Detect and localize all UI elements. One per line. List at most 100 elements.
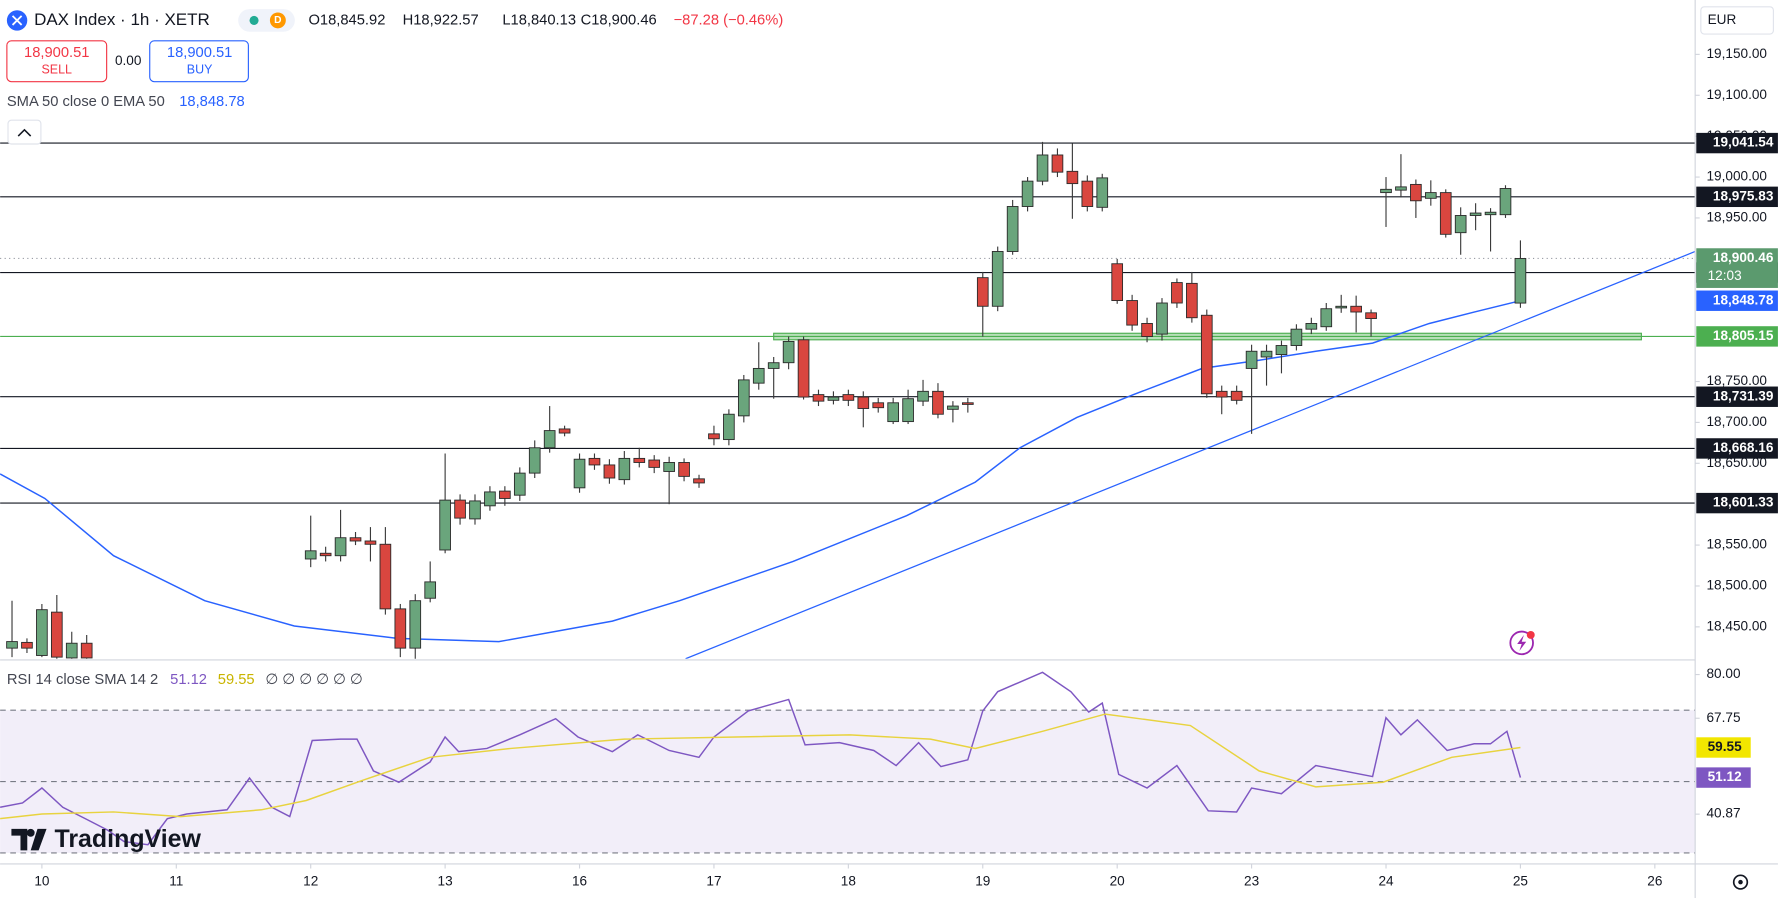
symbol-title[interactable]: DAX Index · 1h · XETR: [34, 10, 210, 29]
candle-body: [588, 457, 601, 466]
x-tick-label: 17: [706, 874, 721, 889]
indicator-legend[interactable]: SMA 50 close 0 EMA 50: [7, 94, 165, 110]
candle-body: [693, 478, 705, 484]
candle-body: [80, 642, 93, 659]
candle-body: [812, 394, 825, 402]
candle-body: [737, 379, 750, 417]
candle-body: [1156, 302, 1168, 335]
price-label: 18,805.15: [1713, 328, 1774, 343]
candle-body: [558, 428, 571, 434]
settings-icon[interactable]: [1732, 874, 1749, 890]
axes: 18,450.0018,500.0018,550.0018,650.0018,7…: [34, 46, 1778, 889]
x-tick-label: 11: [169, 874, 183, 889]
candle-body: [1335, 305, 1348, 309]
badge: D: [274, 15, 281, 26]
x-tick-label: 12: [303, 874, 318, 889]
candle-body: [469, 500, 481, 520]
price-label-box: [1696, 290, 1778, 311]
candle-body: [454, 499, 466, 519]
rsi-value-label: 51.12: [1708, 769, 1742, 784]
last-price-box: [1696, 248, 1778, 288]
currency-box[interactable]: [1700, 6, 1774, 35]
candle-body: [1036, 154, 1049, 182]
rsi-legend-value: 51.12: [170, 672, 207, 688]
candle-body: [1484, 211, 1497, 216]
price-label-box: [1696, 386, 1778, 407]
candle-body: [887, 402, 899, 423]
candle-body: [50, 611, 63, 658]
candle-body: [1290, 328, 1303, 346]
candle-body: [528, 447, 541, 474]
y-tick-label: 19,100.00: [1706, 87, 1767, 102]
main-pane: [0, 141, 1696, 659]
candle-body: [1454, 215, 1467, 234]
sell-price: 18,900.51: [24, 45, 89, 61]
brand-name: TradingView: [54, 825, 201, 853]
candle-body: [1141, 322, 1153, 337]
sell-label: SELL: [42, 63, 73, 77]
candle-body: [1021, 180, 1034, 207]
rsi-legend[interactable]: RSI 14 close SMA 14 2: [7, 672, 158, 688]
candle-body: [842, 394, 855, 401]
candle-body: [394, 608, 407, 649]
candle-body: [319, 552, 332, 557]
countdown-label: 12:03: [1708, 268, 1742, 283]
price-label-box: [1696, 492, 1778, 514]
settings-icon-center: [1738, 879, 1743, 885]
candle-body: [65, 642, 78, 659]
x-tick-label: 25: [1513, 874, 1528, 889]
collapse-icon: [17, 128, 32, 137]
candle-body: [1514, 258, 1527, 304]
candle-body: [962, 402, 974, 405]
candle-body: [1081, 180, 1094, 207]
ohlc-low: L18,840.13: [502, 12, 576, 28]
candle-body: [484, 491, 496, 507]
y-tick-label: 80.00: [1706, 666, 1740, 681]
candle-body: [1410, 183, 1422, 202]
price-label-box: [1696, 132, 1778, 154]
buy-button[interactable]: [149, 40, 249, 83]
candle-body: [947, 405, 959, 410]
candle-body: [857, 396, 870, 409]
candle-body: [1215, 390, 1228, 398]
candle-body: [872, 402, 885, 409]
candle-body: [1200, 314, 1213, 395]
price-label: 18,975.83: [1713, 188, 1774, 203]
x-tick-label: 13: [438, 874, 453, 889]
y-tick-label: 19,000.00: [1706, 169, 1767, 184]
candle-body: [752, 367, 765, 384]
rsi-pane: [0, 671, 1696, 854]
brand-logo: [11, 828, 47, 851]
candle-body: [723, 413, 735, 441]
rsi-value-box: [1696, 737, 1751, 758]
candle-body: [409, 600, 422, 649]
status-pill: [238, 9, 295, 32]
candle-body: [1260, 350, 1273, 358]
indicator-value: 18,848.78: [179, 94, 244, 110]
candle-body: [991, 251, 1004, 307]
candle-body: [648, 459, 661, 468]
collapse-button[interactable]: [7, 119, 42, 145]
candle-body: [1380, 188, 1392, 194]
price-label: 18,601.33: [1713, 495, 1774, 510]
candle-body: [663, 462, 675, 472]
candle-body: [1245, 350, 1258, 369]
rsi-line: [0, 713, 1521, 820]
candle-body: [36, 609, 48, 656]
candle-body: [797, 339, 810, 398]
symbol-logo-mark: [11, 15, 23, 26]
candle-body: [618, 457, 631, 481]
candle-body: [1171, 282, 1183, 304]
candle-body: [513, 472, 526, 496]
y-tick-label: 18,750.00: [1706, 373, 1767, 388]
sell-button[interactable]: [6, 40, 108, 83]
candle-body: [1111, 263, 1124, 302]
x-tick-label: 24: [1378, 874, 1394, 889]
alert-bolt: [1517, 634, 1527, 651]
y-tick-label: 19,150.00: [1706, 46, 1767, 61]
candle-body: [603, 464, 616, 479]
x-tick-label: 19: [975, 874, 990, 889]
buy-label: BUY: [187, 63, 213, 77]
